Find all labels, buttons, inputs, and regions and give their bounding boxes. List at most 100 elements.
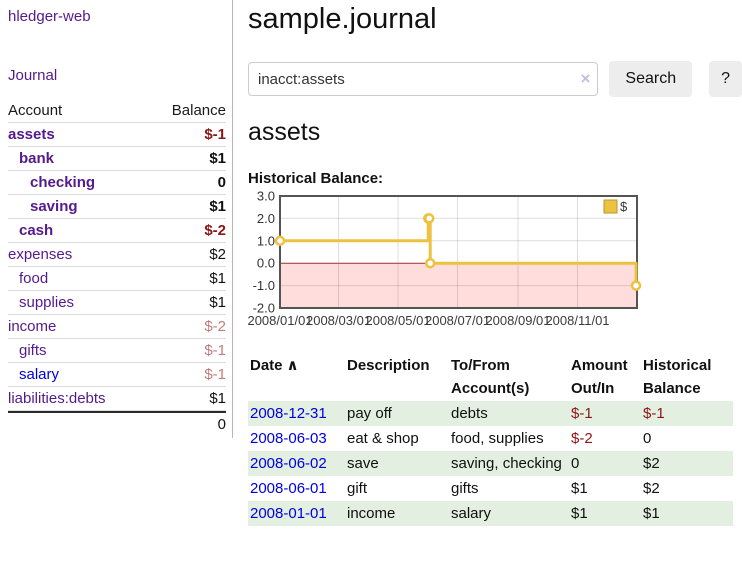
svg-text:2008/05/01: 2008/05/01 <box>365 313 430 328</box>
account-row: food $1 <box>8 267 226 291</box>
account-row: expenses $2 <box>8 243 226 267</box>
svg-text:2008/03/01: 2008/03/01 <box>306 313 371 328</box>
search-button[interactable]: Search <box>609 61 693 97</box>
account-balance: $-2 <box>204 318 226 335</box>
account-balance: 0 <box>217 174 226 191</box>
account-link[interactable]: checking <box>30 174 96 191</box>
account-row: saving $1 <box>8 195 226 219</box>
cell-description: income <box>347 505 396 522</box>
register-row: 2008-01-01 income salary $1 $1 <box>248 501 733 526</box>
account-row: liabilities:debts $1 <box>8 387 226 411</box>
cell-date: 2008-12-31 <box>248 401 345 426</box>
main-content: sample.journal × Search ? assets Histori… <box>247 0 742 526</box>
transaction-date-link[interactable]: 2008-12-31 <box>250 405 327 422</box>
account-row: supplies $1 <box>8 291 226 315</box>
register-header-row: Date ∧ Description To/From Account(s) Amo… <box>248 353 733 401</box>
column-header-amount: Amount Out/In <box>571 357 628 397</box>
historical-balance-chart: $3.0 2.0 1.0 0.0 -1.0 -2.02008/01/012008/03/0… <box>247 189 642 328</box>
account-row: assets $-1 <box>8 123 226 147</box>
search-input-wrap: × <box>248 62 599 96</box>
svg-text:0.0: 0.0 <box>257 256 275 271</box>
account-balance: $1 <box>209 294 226 311</box>
cell-date: 2008-06-02 <box>248 451 345 476</box>
search-input[interactable] <box>248 62 599 96</box>
account-link[interactable]: supplies <box>19 294 75 311</box>
transaction-date-link[interactable]: 2008-06-03 <box>250 430 327 447</box>
account-link[interactable]: liabilities:debts <box>8 390 106 407</box>
cell-description: eat & shop <box>347 430 419 447</box>
svg-text:2.0: 2.0 <box>257 211 275 226</box>
svg-text:$: $ <box>620 199 628 214</box>
cell-accounts: salary <box>451 505 492 522</box>
cell-accounts: saving, checking <box>451 455 562 472</box>
sort-ascending-icon: ∧ <box>286 357 299 374</box>
account-row: checking 0 <box>8 171 226 195</box>
account-balance: $1 <box>209 390 226 407</box>
svg-text:-1.0: -1.0 <box>253 278 275 293</box>
accounts-table: Account Balance assets $-1 bank $1 checking 0… <box>8 99 226 435</box>
column-header-date-label: Date <box>250 357 283 374</box>
transaction-date-link[interactable]: 2008-01-01 <box>250 505 327 522</box>
cell-description: pay off <box>347 405 392 422</box>
cell-amount: $1 <box>571 480 588 497</box>
svg-text:1.0: 1.0 <box>257 233 275 248</box>
cell-amount: $1 <box>571 505 588 522</box>
account-link[interactable]: food <box>19 270 49 287</box>
cell-description: save <box>347 455 379 472</box>
svg-text:3.0: 3.0 <box>257 189 275 204</box>
transaction-date-link[interactable]: 2008-06-01 <box>250 480 327 497</box>
cell-amount: $-1 <box>571 405 593 422</box>
column-header-accounts: To/From Account(s) <box>451 357 530 397</box>
accounts-total-row: 0 <box>8 411 226 435</box>
cell-balance: 0 <box>643 430 652 447</box>
register-row: 2008-06-02 save saving, checking 0 $2 <box>248 451 733 476</box>
cell-balance: $-1 <box>643 405 665 422</box>
app-brand-link[interactable]: hledger-web <box>8 8 91 25</box>
help-button[interactable]: ? <box>709 61 742 97</box>
cell-description: gift <box>347 480 368 497</box>
column-header-description: Description <box>347 357 430 374</box>
account-link[interactable]: expenses <box>8 246 73 263</box>
accounts-header-balance: Balance <box>171 102 226 119</box>
accounts-rows: assets $-1 bank $1 checking 0 saving $1 cash $-2 e… <box>8 123 226 411</box>
cell-accounts: debts <box>451 405 488 422</box>
account-balance: $1 <box>209 198 226 215</box>
account-row: income $-2 <box>8 315 226 339</box>
account-row: gifts $-1 <box>8 339 226 363</box>
account-link[interactable]: gifts <box>19 342 47 359</box>
cell-balance: $2 <box>643 455 660 472</box>
register-row: 2008-06-03 eat & shop food, supplies $-2 0 <box>248 426 733 451</box>
sidebar: hledger-web Journal Account Balance asse… <box>0 0 233 438</box>
account-row: salary $-1 <box>8 363 226 387</box>
sidebar-item-journal[interactable]: Journal <box>8 67 58 84</box>
svg-text:2008/11/01: 2008/11/01 <box>545 313 609 328</box>
account-link[interactable]: cash <box>19 222 54 239</box>
cell-balance: $2 <box>643 480 660 497</box>
page-title: sample.journal <box>248 3 437 35</box>
account-heading: assets <box>248 118 321 146</box>
account-balance: $1 <box>209 270 226 287</box>
transaction-date-link[interactable]: 2008-06-02 <box>250 455 327 472</box>
account-link[interactable]: saving <box>30 198 78 215</box>
account-balance: $-1 <box>204 366 226 383</box>
register-row: 2008-12-31 pay off debts $-1 $-1 <box>248 401 733 426</box>
account-link[interactable]: bank <box>19 150 55 167</box>
cell-date: 2008-01-01 <box>248 501 345 526</box>
clear-search-icon[interactable]: × <box>580 69 591 88</box>
cell-accounts: gifts <box>451 480 479 497</box>
svg-text:2008/07/01: 2008/07/01 <box>425 313 490 328</box>
register-table: Date ∧ Description To/From Account(s) Amo… <box>248 353 733 526</box>
register-row: 2008-06-01 gift gifts $1 $2 <box>248 476 733 501</box>
account-link[interactable]: assets <box>8 126 55 143</box>
column-header-historical-balance: Historical Balance <box>643 357 712 397</box>
column-header-date[interactable]: Date ∧ <box>248 353 345 401</box>
account-balance: $-2 <box>204 222 226 239</box>
svg-text:2008/01/01: 2008/01/01 <box>247 313 312 328</box>
account-link[interactable]: salary <box>19 366 60 383</box>
account-row: cash $-2 <box>8 219 226 243</box>
account-row: bank $1 <box>8 147 226 171</box>
account-balance: $-1 <box>204 126 226 143</box>
account-link[interactable]: income <box>8 318 57 335</box>
svg-text:-2.0: -2.0 <box>253 301 275 316</box>
cell-balance: $1 <box>643 505 660 522</box>
